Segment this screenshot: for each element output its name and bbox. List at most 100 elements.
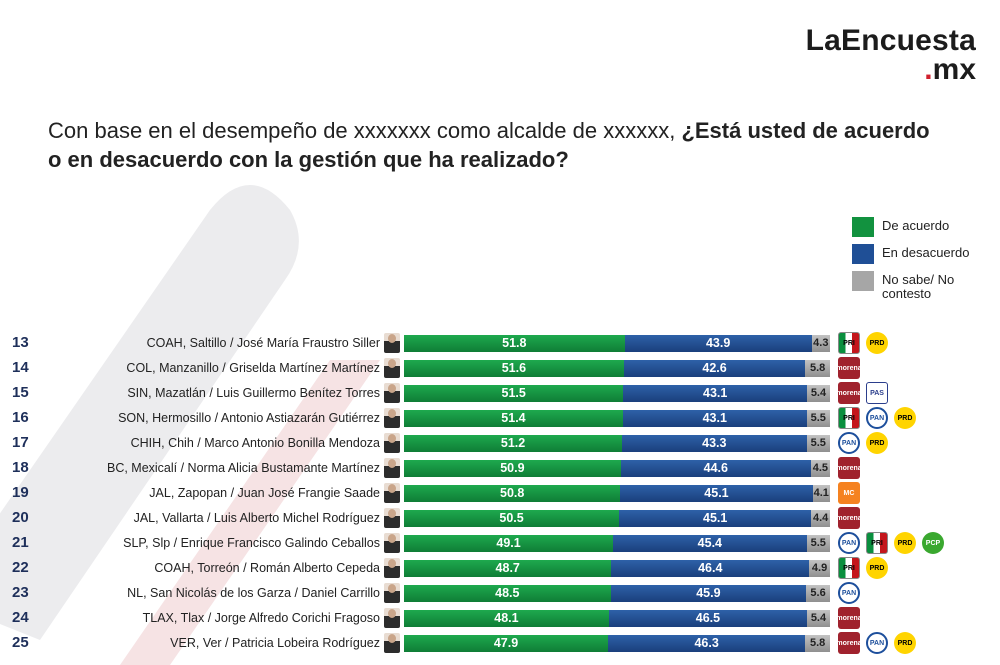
category-label: JAL, Zapopan / Juan José Frangie Saade bbox=[149, 486, 380, 500]
legend-swatch bbox=[852, 217, 874, 237]
data-label: 5.5 bbox=[810, 437, 826, 449]
candidate-photo-head bbox=[388, 484, 396, 493]
category-label: COAH, Saltillo / José María Fraustro Sil… bbox=[146, 336, 380, 350]
morena-party-icon: morena bbox=[836, 632, 862, 654]
category-label: CHIH, Chih / Marco Antonio Bonilla Mendo… bbox=[130, 436, 380, 450]
data-label: 51.2 bbox=[500, 436, 526, 450]
morena-party-icon: morena bbox=[836, 357, 862, 379]
chart-row: 22 COAH, Torreón / Román Alberto Cepeda 48… bbox=[0, 556, 1000, 581]
morena-party-icon: morena bbox=[836, 382, 862, 404]
data-label: 5.5 bbox=[810, 537, 826, 549]
bar-segment-de-acuerdo: 50.9 bbox=[404, 460, 621, 477]
candidate-photo-head bbox=[388, 634, 396, 643]
candidate-photo bbox=[384, 433, 400, 453]
bar-segment-no-sabe: 5.6 bbox=[806, 585, 830, 602]
candidate-photo bbox=[384, 583, 400, 603]
stacked-bar: 50.9 44.6 4.5 bbox=[404, 460, 830, 477]
data-label: 44.6 bbox=[703, 461, 728, 475]
pri-party-icon: PRI bbox=[838, 332, 860, 354]
bar-segment-no-sabe: 4.1 bbox=[812, 485, 830, 502]
chart-row: 19 JAL, Zapopan / Juan José Frangie Saade… bbox=[0, 481, 1000, 506]
pri-party-icon: PRI bbox=[866, 532, 888, 554]
stacked-bar: 51.2 43.3 5.5 bbox=[404, 435, 830, 452]
rank-label: 14 bbox=[12, 359, 29, 376]
candidate-photo bbox=[384, 558, 400, 578]
candidate-photo bbox=[384, 333, 400, 353]
rank-label: 25 bbox=[12, 634, 29, 651]
stacked-bar: 51.4 43.1 5.5 bbox=[404, 410, 830, 427]
candidate-photo-head bbox=[388, 559, 396, 568]
mc-party-icon: MC bbox=[838, 482, 860, 504]
logo: LaEncuesta .mx bbox=[805, 24, 976, 85]
pan-party-icon: PAN bbox=[866, 407, 888, 429]
party-icons: morena bbox=[836, 507, 866, 530]
rank-label: 18 bbox=[12, 459, 29, 476]
chart-row: 24 TLAX, Tlax / Jorge Alfredo Corichi Fra… bbox=[0, 606, 1000, 631]
party-icons: MC bbox=[838, 482, 866, 505]
category-label: SIN, Mazatlán / Luis Guillermo Benítez T… bbox=[127, 386, 380, 400]
category-label: SLP, Slp / Enrique Francisco Galindo Ceb… bbox=[123, 536, 380, 550]
stacked-bar: 50.5 45.1 4.4 bbox=[404, 510, 830, 527]
candidate-photo-head bbox=[388, 409, 396, 418]
data-label: 48.7 bbox=[495, 561, 520, 575]
bar-segment-de-acuerdo: 50.5 bbox=[404, 510, 620, 527]
bar-segment-en-desacuerdo: 43.1 bbox=[622, 410, 807, 427]
candidate-photo bbox=[384, 533, 400, 553]
candidate-photo-head bbox=[388, 509, 396, 518]
pri-party-icon: PRI bbox=[838, 557, 860, 579]
prd-party-icon: PRD bbox=[866, 557, 888, 579]
candidate-photo-head bbox=[388, 359, 396, 368]
candidate-photo bbox=[384, 483, 400, 503]
bar-segment-de-acuerdo: 51.4 bbox=[404, 410, 623, 427]
chart-row: 21 SLP, Slp / Enrique Francisco Galindo C… bbox=[0, 531, 1000, 556]
prd-party-icon: PRD bbox=[866, 332, 888, 354]
data-label: 43.3 bbox=[702, 436, 727, 450]
bar-segment-de-acuerdo: 48.1 bbox=[404, 610, 609, 627]
stacked-bar: 47.9 46.3 5.8 bbox=[404, 635, 830, 652]
data-label: 51.5 bbox=[501, 386, 526, 400]
category-label: JAL, Vallarta / Luis Alberto Michel Rodr… bbox=[133, 511, 380, 525]
pan-party-icon: PAN bbox=[838, 582, 860, 604]
candidate-photo-head bbox=[388, 459, 396, 468]
data-label: 5.4 bbox=[810, 612, 827, 624]
data-label: 51.4 bbox=[501, 411, 526, 425]
stacked-bar: 51.5 43.1 5.4 bbox=[404, 385, 830, 402]
bar-segment-de-acuerdo: 49.1 bbox=[404, 535, 614, 552]
data-label: 46.4 bbox=[698, 561, 723, 575]
data-label: 4.4 bbox=[812, 512, 829, 524]
rank-label: 21 bbox=[12, 534, 29, 551]
data-label: 4.5 bbox=[812, 462, 829, 474]
stacked-bar: 48.5 45.9 5.6 bbox=[404, 585, 830, 602]
data-label: 45.1 bbox=[703, 511, 728, 525]
bar-segment-en-desacuerdo: 44.6 bbox=[620, 460, 811, 477]
data-label: 5.5 bbox=[810, 412, 826, 424]
bar-segment-en-desacuerdo: 46.5 bbox=[608, 610, 807, 627]
morena-party-icon: morena bbox=[836, 507, 862, 529]
rank-label: 20 bbox=[12, 509, 29, 526]
bar-segment-no-sabe: 5.5 bbox=[806, 410, 830, 427]
stacked-bar: 50.8 45.1 4.1 bbox=[404, 485, 830, 502]
data-label: 43.1 bbox=[703, 386, 728, 400]
data-label: 50.5 bbox=[499, 511, 524, 525]
chart-row: 23 NL, San Nicolás de los Garza / Daniel … bbox=[0, 581, 1000, 606]
party-icons: morena bbox=[836, 607, 866, 630]
pan-party-icon: PAN bbox=[866, 632, 888, 654]
party-icons: morena PAN PRD bbox=[836, 632, 922, 655]
candidate-photo-head bbox=[388, 434, 396, 443]
category-label: TLAX, Tlax / Jorge Alfredo Corichi Frago… bbox=[142, 611, 380, 625]
data-label: 4.9 bbox=[811, 562, 828, 574]
party-icons: PRI PRD bbox=[838, 557, 894, 580]
category-label: NL, San Nicolás de los Garza / Daniel Ca… bbox=[127, 586, 380, 600]
rank-label: 13 bbox=[12, 334, 29, 351]
bar-segment-no-sabe: 5.5 bbox=[806, 435, 830, 452]
rank-label: 19 bbox=[12, 484, 29, 501]
data-label: 4.3 bbox=[813, 337, 829, 349]
legend-swatch bbox=[852, 271, 874, 291]
logo-line1: LaEncuesta bbox=[805, 24, 976, 57]
pan-party-icon: PAN bbox=[838, 432, 860, 454]
party-icons: morena bbox=[836, 357, 866, 380]
data-label: 47.9 bbox=[493, 636, 519, 650]
category-label: COL, Manzanillo / Griselda Martínez Mart… bbox=[126, 361, 380, 375]
bar-segment-no-sabe: 5.8 bbox=[805, 360, 830, 377]
